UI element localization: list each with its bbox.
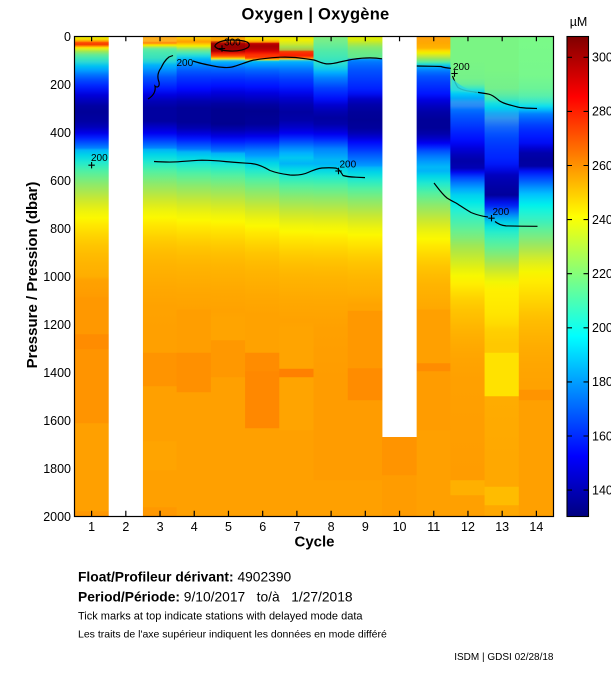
- svg-text:12: 12: [461, 520, 475, 534]
- svg-text:Float/Profileur dérivant: 4902: Float/Profileur dérivant: 4902390: [78, 570, 291, 585]
- svg-text:400: 400: [50, 126, 71, 140]
- svg-text:200: 200: [177, 58, 194, 69]
- svg-text:280: 280: [592, 105, 611, 119]
- svg-text:160: 160: [592, 429, 611, 443]
- svg-text:ISDM | GDSI 02/28/18: ISDM | GDSI 02/28/18: [454, 652, 554, 663]
- svg-text:3: 3: [157, 520, 164, 534]
- svg-text:180: 180: [592, 375, 611, 389]
- svg-text:6: 6: [259, 520, 266, 534]
- svg-text:9: 9: [362, 520, 369, 534]
- svg-text:Cycle: Cycle: [294, 534, 334, 551]
- svg-text:200: 200: [91, 153, 108, 164]
- svg-text:200: 200: [50, 78, 71, 92]
- svg-text:10: 10: [393, 520, 407, 534]
- svg-text:300: 300: [592, 51, 611, 65]
- svg-text:200: 200: [592, 321, 611, 335]
- svg-text:140: 140: [592, 483, 611, 497]
- svg-text:200: 200: [453, 62, 470, 73]
- svg-text:11: 11: [427, 520, 440, 534]
- svg-text:Oxygen | Oxygène: Oxygen | Oxygène: [241, 6, 389, 24]
- svg-text:1800: 1800: [43, 462, 71, 476]
- svg-text:200: 200: [493, 207, 510, 218]
- svg-text:1200: 1200: [43, 318, 71, 332]
- svg-text:Period/Période: 9/10/2017 to: Period/Période: 9/10/2017 to/à 1/27/2018: [78, 590, 353, 605]
- svg-text:1000: 1000: [43, 270, 71, 284]
- svg-text:0: 0: [64, 30, 71, 44]
- svg-text:240: 240: [592, 213, 611, 227]
- svg-text:Tick marks at top indicate sta: Tick marks at top indicate stations with…: [78, 611, 363, 623]
- svg-text:2000: 2000: [43, 510, 71, 524]
- svg-text:1: 1: [88, 520, 95, 534]
- svg-text:200: 200: [340, 160, 357, 171]
- svg-text:7: 7: [293, 520, 300, 534]
- svg-text:13: 13: [495, 520, 509, 534]
- svg-text:4: 4: [191, 520, 198, 534]
- svg-text:5: 5: [225, 520, 232, 534]
- svg-text:2: 2: [122, 520, 129, 534]
- svg-text:300: 300: [224, 38, 241, 49]
- svg-text:14: 14: [529, 520, 543, 534]
- svg-text:Les traits de l'axe supérieur: Les traits de l'axe supérieur indiquent …: [78, 629, 387, 641]
- svg-text:µM: µM: [570, 15, 588, 29]
- svg-text:1600: 1600: [43, 414, 71, 428]
- svg-text:260: 260: [592, 159, 611, 173]
- svg-text:Pressure / Pression (dbar): Pressure / Pression (dbar): [24, 182, 41, 369]
- svg-text:600: 600: [50, 174, 71, 188]
- svg-text:8: 8: [328, 520, 335, 534]
- svg-text:1400: 1400: [43, 366, 71, 380]
- svg-text:800: 800: [50, 222, 71, 236]
- svg-text:220: 220: [592, 267, 611, 281]
